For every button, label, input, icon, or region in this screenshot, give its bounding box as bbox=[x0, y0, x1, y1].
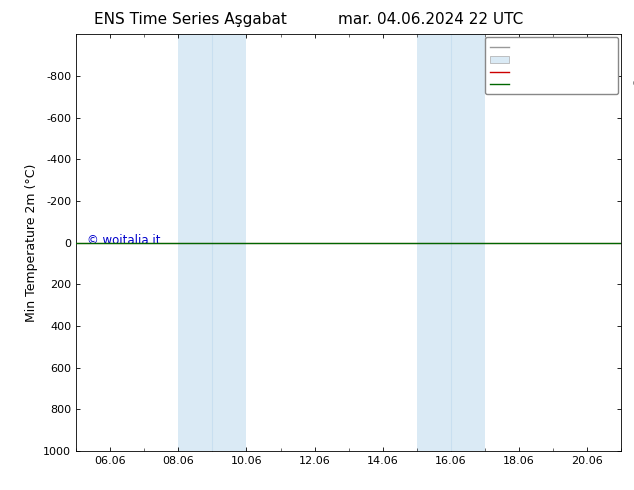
Bar bbox=[417, 34, 485, 451]
Bar bbox=[178, 34, 247, 451]
Y-axis label: Min Temperature 2m (°C): Min Temperature 2m (°C) bbox=[25, 163, 37, 322]
Text: ENS Time Series Aşgabat: ENS Time Series Aşgabat bbox=[94, 12, 287, 27]
Legend: min/max, Deviazione standard, Ensemble mean run, Controll run: min/max, Deviazione standard, Ensemble m… bbox=[485, 37, 618, 94]
Text: © woitalia.it: © woitalia.it bbox=[87, 234, 160, 247]
Text: mar. 04.06.2024 22 UTC: mar. 04.06.2024 22 UTC bbox=[339, 12, 524, 27]
